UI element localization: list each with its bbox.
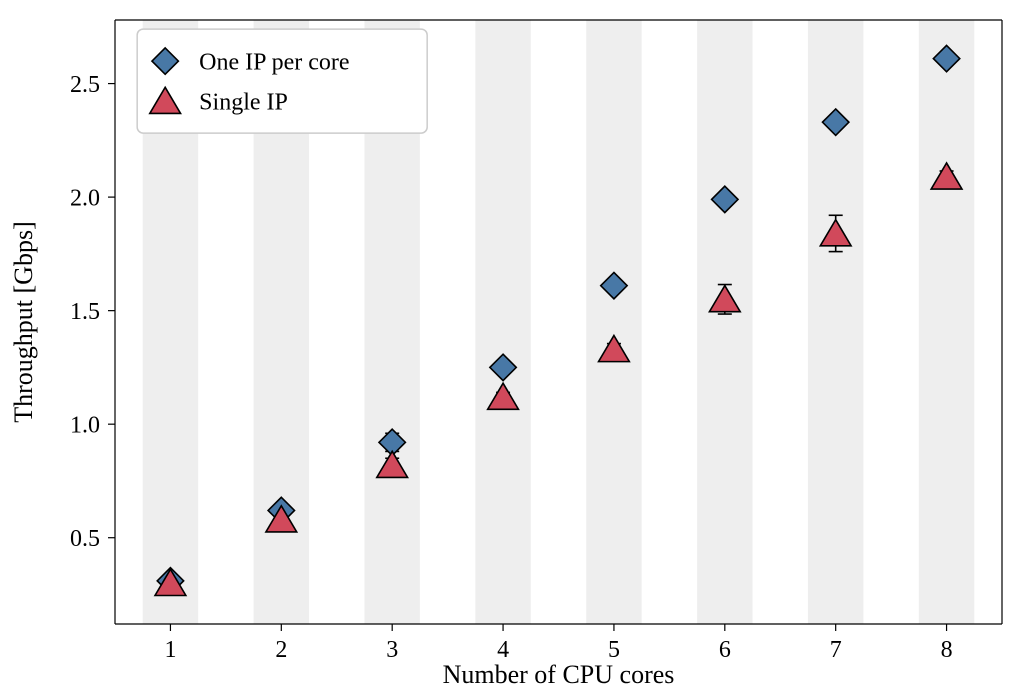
y-tick-label: 0.5	[70, 526, 100, 552]
legend-label-single-ip: Single IP	[199, 89, 288, 115]
x-axis-label: Number of CPU cores	[443, 660, 675, 689]
x-tick-label: 2	[275, 637, 287, 663]
x-tick-label: 7	[830, 637, 842, 663]
y-tick-label: 2.0	[70, 186, 100, 212]
x-tick-label: 1	[164, 637, 176, 663]
y-axis-label: Throughput [Gbps]	[9, 221, 38, 422]
y-tick-label: 1.5	[70, 299, 100, 325]
legend-label-one-ip-per-core: One IP per core	[199, 49, 349, 75]
x-tick-label: 3	[386, 637, 398, 663]
x-tick-label: 6	[719, 637, 731, 663]
chart-svg: 123456780.51.01.52.02.5Number of CPU cor…	[0, 0, 1024, 699]
legend: One IP per core Single IP	[137, 29, 427, 133]
x-tick-label: 8	[941, 637, 953, 663]
throughput-chart: 123456780.51.01.52.02.5Number of CPU cor…	[0, 0, 1024, 699]
y-tick-label: 1.0	[70, 413, 100, 439]
y-tick-label: 2.5	[70, 72, 100, 98]
